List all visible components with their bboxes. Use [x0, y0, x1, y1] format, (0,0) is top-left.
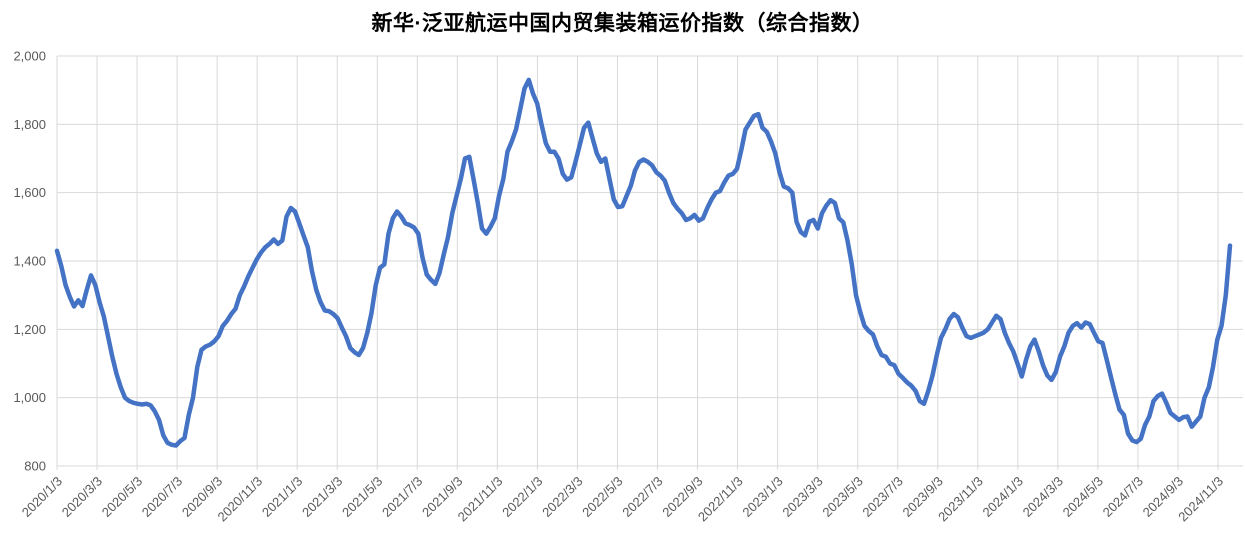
- y-axis-label: 1,800: [13, 117, 46, 132]
- chart-title: 新华·泛亚航运中国内贸集装箱运价指数（综合指数）: [371, 12, 874, 35]
- x-axis-label: 2024/7/3: [1100, 474, 1146, 520]
- x-axis-label: 2023/1/3: [739, 474, 785, 520]
- x-axis-label: 2022/5/3: [579, 474, 625, 520]
- y-axis-label: 1,600: [13, 185, 46, 200]
- y-axis-label: 1,000: [13, 390, 46, 405]
- x-axis-label: 2021/3/3: [299, 474, 345, 520]
- x-axis-label: 2021/5/3: [339, 474, 385, 520]
- x-axis-label: 2023/7/3: [859, 474, 905, 520]
- x-axis-label: 2023/3/3: [779, 474, 825, 520]
- x-axis-label: 2020/3/3: [59, 474, 105, 520]
- x-axis-label: 2020/1/3: [19, 474, 65, 520]
- x-axis-label: 2022/3/3: [539, 474, 585, 520]
- x-axis-label: 2022/1/3: [499, 474, 545, 520]
- x-axis-label: 2020/5/3: [99, 474, 145, 520]
- x-axis-label: 2022/7/3: [619, 474, 665, 520]
- x-axis-label: 2023/5/3: [819, 474, 865, 520]
- x-axis-label: 2024/5/3: [1060, 474, 1106, 520]
- y-axis-label: 2,000: [13, 49, 46, 64]
- x-axis-label: 2024/1/3: [980, 474, 1026, 520]
- x-axis-label: 2021/1/3: [259, 474, 305, 520]
- x-axis-label: 2020/7/3: [139, 474, 185, 520]
- x-axis-label: 2021/7/3: [379, 474, 425, 520]
- series-line: [54, 77, 1233, 448]
- y-axis-label: 1,400: [13, 254, 46, 269]
- x-axis-label: 2024/3/3: [1020, 474, 1066, 520]
- y-axis-label: 800: [24, 459, 46, 474]
- y-axis-label: 1,200: [13, 322, 46, 337]
